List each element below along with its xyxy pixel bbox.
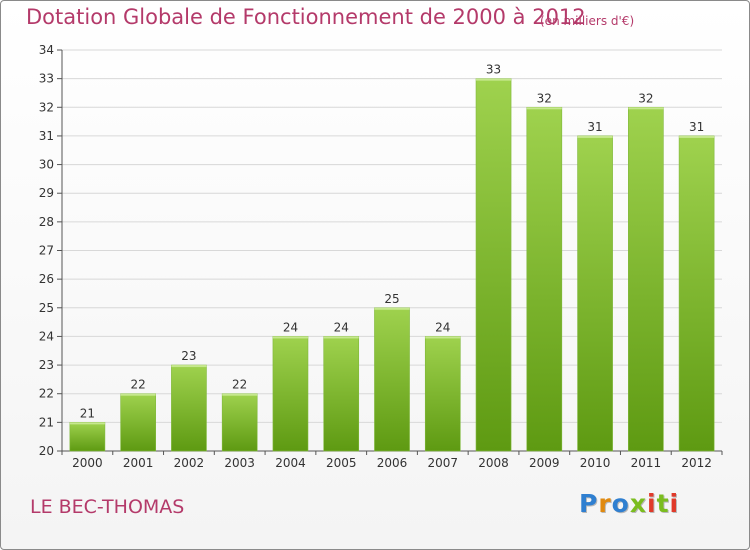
y-tick-label: 32 [39,100,54,114]
bar-2006 [374,307,410,452]
y-tick-label: 21 [39,415,54,429]
data-label-2007: 24 [435,320,450,334]
bar-highlight [526,107,562,110]
x-tick-label-2004: 2004 [275,456,306,470]
data-label-2008: 33 [486,63,501,77]
bar-highlight [374,307,410,310]
chart-title: Dotation Globale de Fonctionnement de 20… [26,5,586,29]
data-label-2004: 24 [283,320,298,334]
y-tick-label: 31 [39,129,54,143]
labels: 20 21 22 23 24 25 26 27 28 29 30 31 32 33 34 21 2000 22 20… [39,43,712,470]
bar-2010 [577,135,613,452]
x-tick-label-2009: 2009 [529,456,560,470]
y-tick-label: 27 [39,244,54,258]
y-tick-label: 24 [39,329,54,343]
data-label-2010: 31 [587,120,602,134]
data-label-2012: 31 [689,120,704,134]
data-label-2005: 24 [334,320,349,334]
bar-highlight [120,393,156,396]
bar-highlight [323,336,359,339]
data-label-2009: 32 [537,91,552,105]
bar-highlight [577,135,613,138]
bar-2001 [120,393,156,452]
chart-unit: (en milliers d'€) [540,14,635,28]
bar-highlight [171,365,207,368]
brand-letter: t [656,489,670,518]
x-tick-label-2003: 2003 [224,456,255,470]
bar-highlight [425,336,461,339]
data-label-2002: 23 [181,349,196,363]
y-tick-label: 28 [39,215,54,229]
data-label-2011: 32 [638,91,653,105]
bar-2012 [678,135,715,452]
y-tick-label: 29 [39,186,54,200]
data-label-2003: 22 [232,378,247,392]
bar-highlight [679,135,715,138]
y-tick-label: 26 [39,272,54,286]
bar-highlight [272,336,308,339]
data-label-2006: 25 [384,292,399,306]
brand-letter: x [629,489,647,518]
data-label-2001: 22 [131,378,146,392]
bars [69,78,715,452]
bar-2009 [526,106,563,452]
bar-2011 [628,106,664,452]
bar-highlight [628,107,664,110]
brand-letter: P [579,489,599,518]
bar-2000 [69,422,106,452]
brand-letter: i [647,489,657,518]
x-tick-label-2008: 2008 [478,456,509,470]
bar-highlight [476,78,512,81]
bar-2008 [475,78,512,452]
bar-highlight [69,422,105,425]
bar-2003 [221,393,258,452]
bar-2005 [323,336,360,452]
y-tick-label: 23 [39,358,54,372]
x-tick-label-2000: 2000 [72,456,103,470]
y-tick-label: 20 [39,444,54,458]
y-tick-label: 33 [39,72,54,86]
bar-highlight [222,393,258,396]
bar-2007 [424,336,461,452]
x-tick-label-2005: 2005 [326,456,357,470]
bar-2002 [171,364,207,452]
bar-2004 [272,336,309,452]
x-tick-label-2012: 2012 [681,456,712,470]
brand-letter: o [611,489,630,518]
x-tick-label-2010: 2010 [580,456,611,470]
brand-logo: Proxiti [579,489,679,518]
x-tick-label-2001: 2001 [123,456,154,470]
x-tick-label-2006: 2006 [377,456,408,470]
brand-letter: i [669,489,680,518]
x-tick-label-2002: 2002 [174,456,205,470]
commune-name: LE BEC-THOMAS [30,496,185,518]
y-tick-label: 22 [39,387,54,401]
brand-letter: r [598,489,612,518]
y-tick-label: 25 [39,301,54,315]
x-tick-label-2011: 2011 [631,456,662,470]
x-tick-label-2007: 2007 [427,456,458,470]
y-tick-label: 30 [39,158,54,172]
data-label-2000: 21 [80,406,95,420]
y-tick-label: 34 [39,43,54,57]
